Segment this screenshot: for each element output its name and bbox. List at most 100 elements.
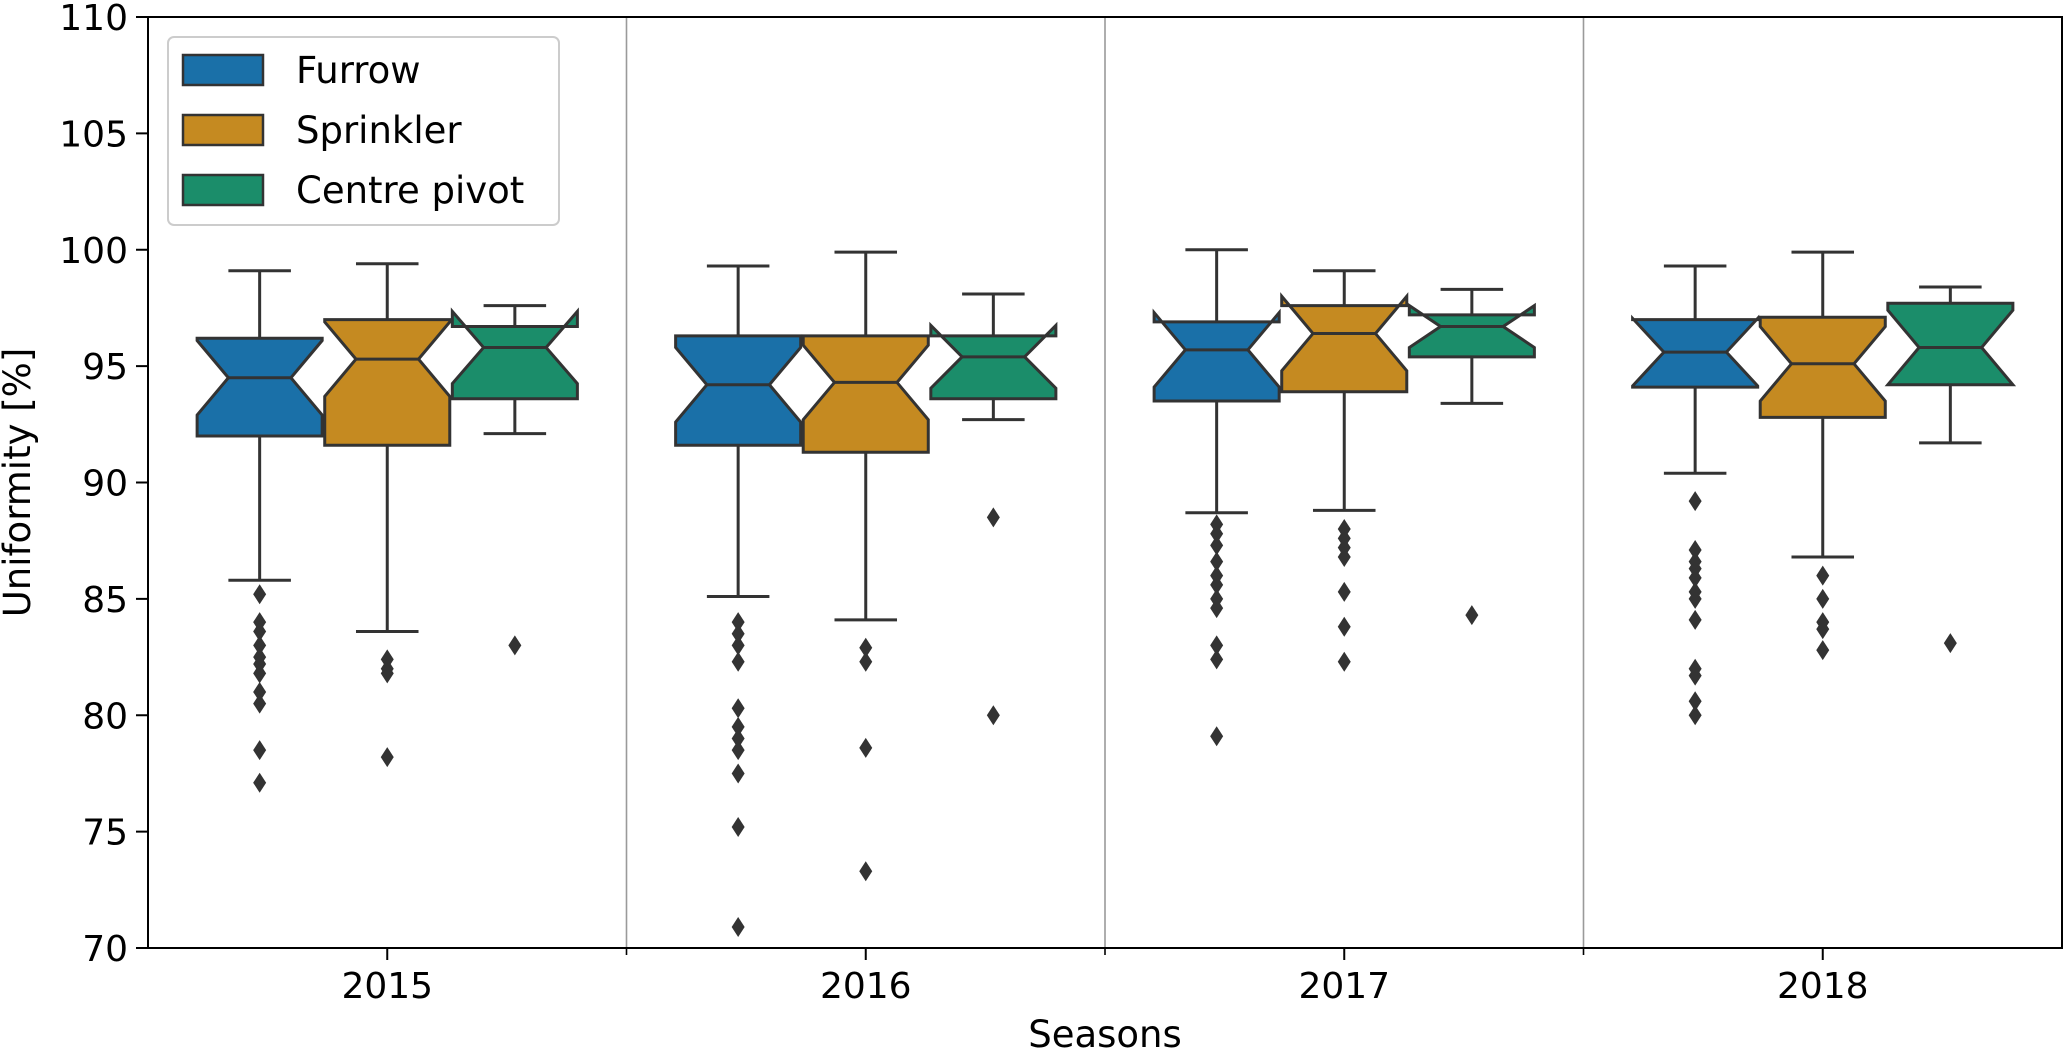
outlier-point [253,740,267,761]
outlier-point [1210,598,1224,619]
legend-frame [167,36,560,226]
outlier-point [731,816,745,837]
outlier-point [253,621,267,642]
legend-label: Centre pivot [296,169,524,212]
x-axis-title: Seasons [1028,1013,1182,1051]
x-tick-label: 2015 [341,966,433,1007]
y-tick-label: 95 [82,347,128,388]
box-furrow-2017 [1152,248,1281,747]
outlier-point [859,651,873,672]
outlier-point [1688,567,1702,588]
outlier-point [1688,588,1702,609]
legend-swatch-centre-pivot [181,173,265,207]
outlier-point [1688,705,1702,726]
season-group-2017 [1152,248,1536,747]
season-group-2016 [674,250,1058,938]
outlier-point [731,623,745,644]
outlier-point [1816,640,1830,661]
box-centre-pivot-2018 [1884,285,2017,654]
plot-frame [147,16,2063,949]
outlier-point [859,861,873,882]
outlier-point [253,663,267,684]
outlier-point [731,651,745,672]
season-group-2018 [1631,250,2017,726]
outlier-point [253,584,267,605]
box-groups [195,248,2017,938]
outlier-point [1210,574,1224,595]
outlier-point [1210,523,1224,544]
box-furrow-2016 [674,264,803,938]
y-axis-title: Uniformity [%] [0,348,39,618]
box-body [929,321,1058,401]
outlier-point [731,612,745,633]
outlier-point [1337,616,1351,637]
outlier-point [986,705,1000,726]
outlier-point [1688,609,1702,630]
box-body [674,334,803,447]
box-body [1280,292,1409,394]
outlier-point [253,772,267,793]
legend: Furrow Sprinkler Centre pivot [167,36,560,226]
outlier-point [731,740,745,761]
season-group-2015 [195,262,579,793]
outlier-point [1816,565,1830,586]
box-sprinkler-2015 [323,262,452,768]
x-tick-label: 2017 [1298,966,1390,1007]
outlier-point [731,728,745,749]
outlier-point [380,747,394,768]
outlier-point [986,507,1000,528]
outlier-point [1943,633,1957,654]
outlier-point [1210,535,1224,556]
outlier-point [1210,649,1224,670]
outlier-point [731,763,745,784]
outlier-point [1688,491,1702,512]
box-body [1758,315,1887,419]
outlier-point [1210,635,1224,656]
box-centre-pivot-2016 [929,292,1058,726]
box-centre-pivot-2017 [1407,287,1536,626]
outlier-point [1688,665,1702,686]
box-body [1407,302,1536,359]
outlier-point [731,635,745,656]
outlier-point [1816,588,1830,609]
outlier-point [1337,651,1351,672]
y-tick-label: 105 [59,114,128,155]
legend-swatch-furrow [181,53,265,87]
outlier-point [859,737,873,758]
outlier-point [731,716,745,737]
outlier-point [731,917,745,938]
x-axis: 2015 2016 2017 2018 [341,948,1869,1007]
y-tick-label: 100 [59,231,128,272]
outlier-point [731,698,745,719]
y-tick-label: 80 [82,696,128,737]
y-tick-label: 70 [82,929,128,970]
outlier-point [1210,726,1224,747]
outlier-point [253,681,267,702]
outlier-point [1465,605,1479,626]
y-tick-label: 90 [82,464,128,505]
box-furrow-2018 [1631,264,1760,726]
legend-label: Furrow [296,49,421,92]
outlier-point [1816,619,1830,640]
outlier-point [253,693,267,714]
box-body [1884,301,2017,387]
box-centre-pivot-2015 [450,304,579,656]
outlier-point [253,635,267,656]
season-separators [625,17,1585,948]
y-tick-label: 75 [82,813,128,854]
box-sprinkler-2017 [1280,269,1409,672]
box-body [323,318,452,447]
x-tick-label: 2016 [820,966,912,1007]
box-body [801,334,930,454]
outlier-point [1688,539,1702,560]
box-sprinkler-2016 [801,250,930,882]
legend-swatch-sprinkler [181,113,265,147]
box-sprinkler-2018 [1758,250,1887,661]
y-axis: 70 75 80 85 90 95 100 105 110 [59,0,148,970]
outlier-point [1337,546,1351,567]
legend-label: Sprinkler [296,109,462,152]
box-body [195,336,324,438]
box-body [450,307,579,401]
outlier-point [859,637,873,658]
